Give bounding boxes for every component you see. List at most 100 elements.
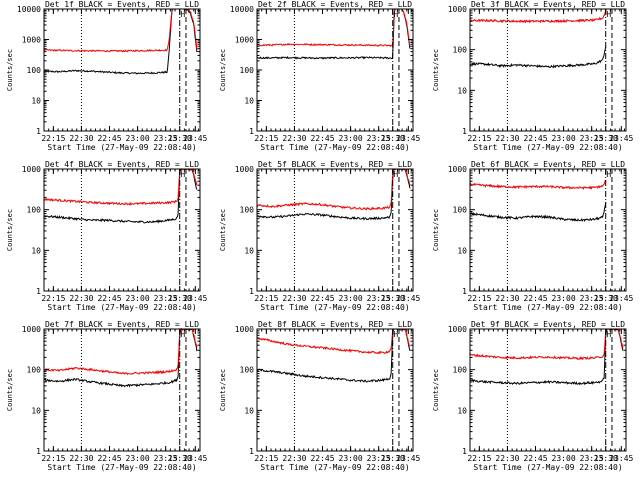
y-tick-label: 1000	[22, 165, 41, 174]
x-axis-label: Start Time (27-May-09 22:08:40)	[473, 303, 622, 312]
x-tick-label: 22:45	[523, 454, 547, 463]
x-axis-label: Start Time (27-May-09 22:08:40)	[473, 463, 622, 472]
plot-frame	[256, 8, 414, 132]
y-tick-label: 10000	[17, 5, 41, 14]
events-series-line	[469, 328, 624, 386]
y-tick-label: 10	[244, 406, 254, 415]
events-series-line	[469, 46, 607, 69]
x-tick-label: 23:15	[367, 134, 391, 143]
y-tick-label: 10	[244, 97, 254, 106]
y-tick-label: 1	[249, 127, 254, 136]
y-tick-label: 1	[249, 447, 254, 456]
x-tick-label: 23:00	[552, 134, 576, 143]
events-series-line	[469, 202, 607, 222]
x-tick-label: 22:45	[310, 134, 334, 143]
plot-frame	[469, 8, 627, 132]
lld-series-line	[43, 8, 198, 53]
x-tick-label: 22:45	[523, 294, 547, 303]
x-tick-label: 23:00	[339, 454, 363, 463]
chart-title: Det 8f BLACK = Events, RED = LLD	[258, 320, 412, 329]
y-tick-label: 100	[240, 66, 255, 75]
marker-label: H	[180, 330, 185, 339]
y-tick-label: 1	[36, 447, 41, 456]
x-tick-label: 22:15	[467, 454, 491, 463]
y-tick-label: 1000	[235, 36, 254, 45]
x-tick-label: 22:30	[495, 294, 519, 303]
x-tick-label: 23:45	[396, 134, 420, 143]
x-axis-label: Start Time (27-May-09 22:08:40)	[473, 143, 622, 152]
marker-label: H	[180, 10, 185, 19]
x-tick-label: 22:15	[41, 134, 65, 143]
x-axis-label: Start Time (27-May-09 22:08:40)	[260, 303, 409, 312]
x-tick-label: 22:30	[69, 294, 93, 303]
x-tick-label: 22:15	[467, 134, 491, 143]
x-tick-label: 22:30	[282, 294, 306, 303]
events-series-line	[257, 168, 411, 221]
y-tick-label: 100	[27, 206, 42, 215]
x-tick-label: 22:15	[467, 294, 491, 303]
x-tick-label: 23:15	[154, 454, 178, 463]
lld-series-line	[256, 168, 411, 211]
y-tick-label: 1	[462, 447, 467, 456]
chart-title: Det 9f BLACK = Events, RED = LLD	[471, 320, 625, 329]
y-axis-label: Counts/sec	[219, 369, 227, 411]
x-tick-label: 22:30	[495, 454, 519, 463]
chart-title: Det 2f BLACK = Events, RED = LLD	[258, 0, 412, 9]
x-tick-label: 23:30	[594, 134, 618, 143]
y-tick-label: 10	[457, 246, 467, 255]
x-tick-label: 23:00	[339, 294, 363, 303]
x-tick-label: 23:30	[381, 454, 405, 463]
y-axis-label: Counts/sec	[6, 49, 14, 91]
marker-label: H	[606, 330, 611, 339]
marker-label: H	[393, 170, 398, 179]
y-axis-label: Counts/sec	[219, 209, 227, 251]
y-tick-label: 1000	[448, 325, 467, 334]
x-tick-label: 23:45	[396, 454, 420, 463]
x-tick-label: 23:15	[580, 134, 604, 143]
chart-title: Det 3f BLACK = Events, RED = LLD	[471, 0, 625, 9]
x-tick-label: 23:45	[183, 134, 207, 143]
marker-label: H	[606, 10, 611, 19]
y-tick-label: 1000	[22, 36, 41, 45]
x-tick-label: 23:15	[154, 134, 178, 143]
x-axis-label: Start Time (27-May-09 22:08:40)	[47, 143, 196, 152]
x-axis-label: Start Time (27-May-09 22:08:40)	[260, 143, 409, 152]
x-tick-label: 23:00	[126, 454, 150, 463]
chart-title: Det 7f BLACK = Events, RED = LLD	[45, 320, 199, 329]
x-tick-label: 22:30	[69, 134, 93, 143]
x-tick-label: 23:45	[396, 294, 420, 303]
y-tick-label: 100	[453, 46, 468, 55]
y-tick-label: 1	[462, 127, 467, 136]
x-tick-label: 22:45	[97, 454, 121, 463]
y-tick-label: 10	[457, 406, 467, 415]
x-tick-label: 22:45	[523, 134, 547, 143]
x-tick-label: 22:15	[254, 454, 278, 463]
lld-series-line	[256, 8, 411, 48]
x-tick-label: 23:00	[126, 134, 150, 143]
lld-series-line	[469, 10, 607, 24]
x-tick-label: 22:45	[97, 134, 121, 143]
y-tick-label: 10	[31, 406, 41, 415]
chart-title: Det 1f BLACK = Events, RED = LLD	[45, 0, 199, 9]
plot-frame	[256, 328, 414, 452]
x-tick-label: 22:15	[254, 134, 278, 143]
plot-frame	[469, 168, 627, 292]
x-tick-label: 23:30	[168, 134, 192, 143]
y-tick-label: 1000	[235, 325, 254, 334]
lld-series-line	[43, 168, 198, 206]
plot-frame	[256, 168, 414, 292]
x-tick-label: 22:30	[282, 454, 306, 463]
x-tick-label: 23:45	[609, 454, 633, 463]
lld-series-line	[469, 179, 606, 191]
x-tick-label: 22:45	[97, 294, 121, 303]
y-tick-label: 10	[31, 97, 41, 106]
y-tick-label: 10	[31, 246, 41, 255]
x-tick-label: 22:15	[41, 294, 65, 303]
marker-label: H	[180, 170, 185, 179]
